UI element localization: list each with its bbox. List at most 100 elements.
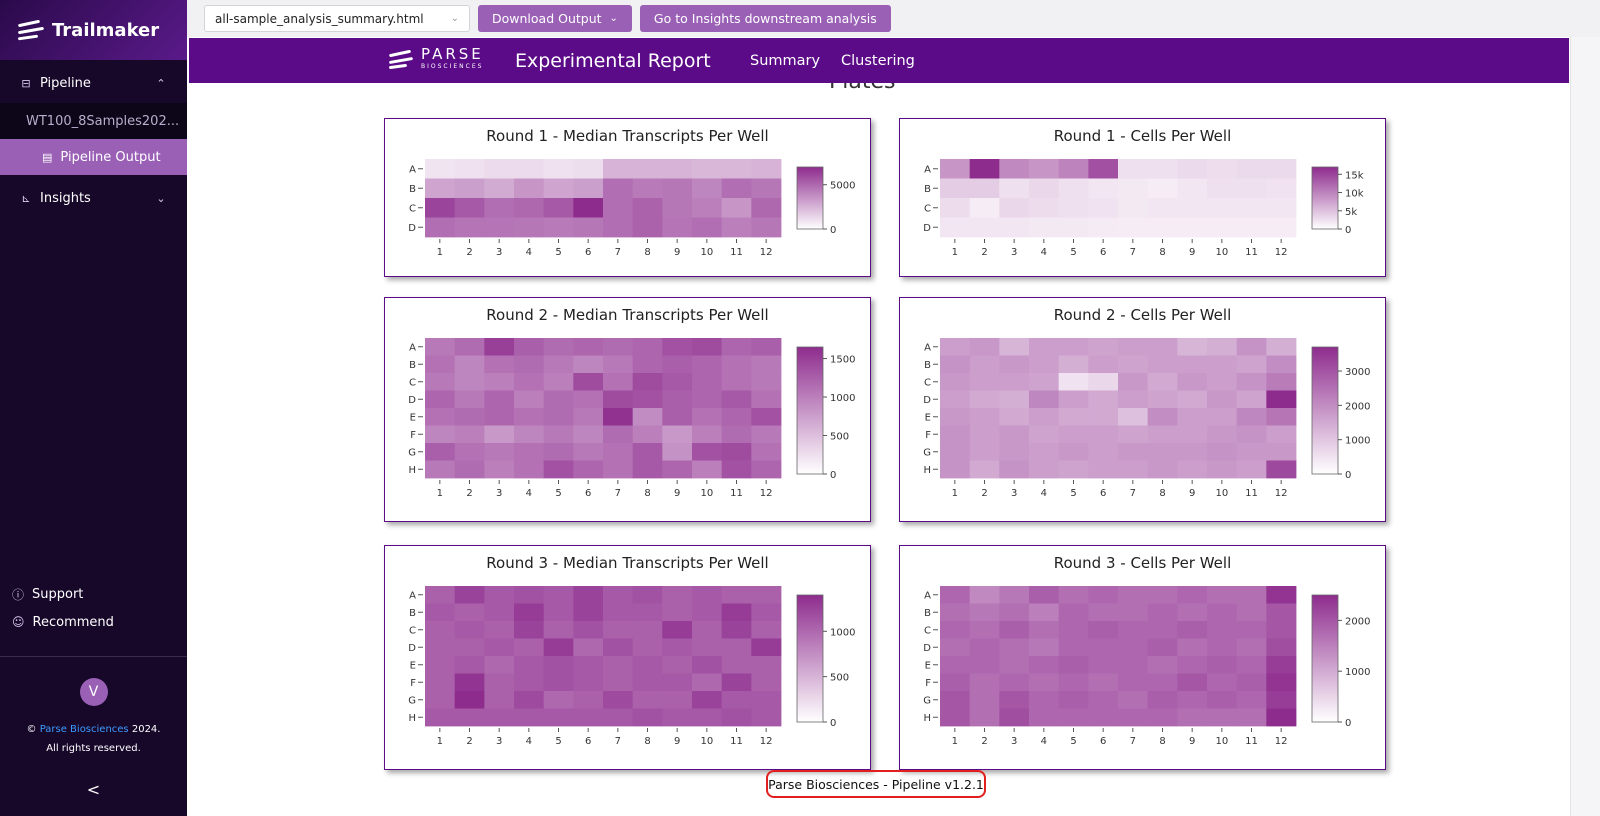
row-label: D bbox=[408, 643, 416, 654]
avatar[interactable]: V bbox=[79, 678, 108, 706]
col-label: 7 bbox=[1130, 488, 1136, 499]
heatmap-cell bbox=[514, 443, 545, 461]
nav-clustering[interactable]: Clustering bbox=[841, 53, 915, 69]
scrollbar[interactable] bbox=[1570, 37, 1600, 816]
heatmap-cell bbox=[573, 656, 604, 674]
col-label: 3 bbox=[496, 247, 502, 258]
heatmap-cell bbox=[632, 159, 663, 179]
heatmap-cell bbox=[692, 408, 723, 426]
heatmap-cell bbox=[999, 198, 1030, 218]
parse-biosciences-link[interactable]: Parse Biosciences bbox=[39, 724, 129, 735]
heatmap-cell bbox=[632, 621, 663, 639]
row-label: H bbox=[923, 713, 931, 724]
heatmap-cell bbox=[692, 621, 723, 639]
colorbar-label: 0 bbox=[1345, 718, 1351, 729]
heatmap-cell bbox=[1266, 586, 1297, 604]
col-label: 4 bbox=[1041, 488, 1047, 499]
col-label: 1 bbox=[437, 736, 443, 747]
heatmap-cell bbox=[1207, 159, 1238, 179]
col-label: 10 bbox=[1215, 247, 1228, 258]
heatmap-cell bbox=[1147, 691, 1178, 709]
heatmap-cell bbox=[1236, 443, 1267, 461]
heatmap-cell bbox=[999, 178, 1030, 199]
col-label: 5 bbox=[555, 488, 561, 499]
heatmap-cell bbox=[425, 178, 456, 199]
heatmap-cell bbox=[721, 621, 752, 639]
heatmap-cell bbox=[454, 691, 485, 709]
col-label: 6 bbox=[585, 488, 591, 499]
heatmap-cell bbox=[1266, 460, 1297, 479]
download-output-button[interactable]: Download Output ⌄ bbox=[478, 5, 632, 32]
nav-summary[interactable]: Summary bbox=[750, 53, 821, 69]
sidebar-item-run[interactable]: WT100_8Samples202... bbox=[0, 103, 187, 139]
heatmap-cell bbox=[454, 708, 485, 727]
heatmap-cell bbox=[425, 198, 456, 218]
heatmap-cell bbox=[484, 198, 515, 218]
heatmap-cell bbox=[484, 178, 515, 199]
heatmap-cell bbox=[1029, 355, 1060, 374]
heatmap-cell bbox=[940, 217, 971, 238]
heatmap-cell bbox=[1207, 408, 1238, 426]
heatmap-cell bbox=[543, 217, 574, 238]
heatmap-cell bbox=[632, 425, 663, 444]
col-label: 9 bbox=[674, 488, 680, 499]
heatmap-cell bbox=[603, 178, 634, 199]
heatmap-cell bbox=[425, 373, 456, 391]
col-label: 10 bbox=[700, 247, 713, 258]
col-label: 11 bbox=[1245, 736, 1258, 747]
heatmap-cell bbox=[1029, 691, 1060, 709]
sidebar-item-pipeline[interactable]: ⊟ Pipeline ⌃ bbox=[0, 63, 187, 103]
col-label: 3 bbox=[496, 736, 502, 747]
col-label: 10 bbox=[1215, 488, 1228, 499]
heatmap-cell bbox=[1236, 621, 1267, 639]
heatmap-cell bbox=[999, 673, 1030, 692]
go-to-insights-button[interactable]: Go to Insights downstream analysis bbox=[639, 5, 891, 32]
col-label: 12 bbox=[760, 247, 773, 258]
col-label: 1 bbox=[952, 736, 958, 747]
heatmap-cell bbox=[1029, 217, 1060, 238]
colorbar-label: 0 bbox=[830, 470, 836, 481]
recommend-link[interactable]: ☺ Recommend bbox=[0, 608, 187, 636]
heatmap-cell bbox=[543, 708, 574, 727]
heatmap-cell bbox=[514, 355, 545, 374]
heatmap-cell bbox=[692, 338, 723, 356]
heatmap-cell bbox=[543, 390, 574, 409]
col-label: 4 bbox=[1041, 247, 1047, 258]
heatmap-cell bbox=[692, 373, 723, 391]
heatmap-cell bbox=[425, 425, 456, 444]
row-label: H bbox=[408, 465, 416, 476]
heatmap-cell bbox=[969, 217, 1000, 238]
support-link[interactable]: ⓘ Support bbox=[0, 580, 187, 608]
col-label: 9 bbox=[1189, 488, 1195, 499]
heatmap-cell bbox=[1236, 691, 1267, 709]
col-label: 6 bbox=[585, 736, 591, 747]
heatmap-cell bbox=[721, 198, 752, 218]
heatmap-cell bbox=[1088, 586, 1119, 604]
heatmap-cell bbox=[1058, 586, 1089, 604]
sidebar-item-pipeline-output[interactable]: ▤ Pipeline Output bbox=[0, 139, 187, 175]
col-label: 2 bbox=[981, 247, 987, 258]
col-label: 2 bbox=[466, 488, 472, 499]
parse-logo-icon bbox=[388, 49, 414, 69]
heatmap-cell bbox=[1266, 355, 1297, 374]
heatmap-cell bbox=[1058, 673, 1089, 692]
chevron-down-icon: ⌄ bbox=[609, 13, 618, 24]
heatmap-cell bbox=[1236, 178, 1267, 199]
sidebar-item-insights[interactable]: ⊾ Insights ⌄ bbox=[0, 178, 187, 218]
row-label: B bbox=[409, 360, 416, 371]
heatmap-cell bbox=[573, 159, 604, 179]
collapse-sidebar-button[interactable]: < bbox=[86, 780, 101, 799]
app-logo[interactable]: Trailmaker bbox=[0, 0, 187, 60]
heatmap-cell bbox=[1147, 355, 1178, 374]
heatmap-cell bbox=[1207, 198, 1238, 218]
col-label: 1 bbox=[437, 488, 443, 499]
row-label: C bbox=[409, 377, 416, 388]
heatmap-cell bbox=[940, 708, 971, 727]
colorbar-label: 0 bbox=[1345, 470, 1351, 481]
row-label: A bbox=[409, 342, 416, 353]
heatmap-cell bbox=[1058, 425, 1089, 444]
heatmap-cell bbox=[454, 603, 485, 622]
heatmap-cell bbox=[1088, 178, 1119, 199]
output-file-select[interactable]: all-sample_analysis_summary.html ⌄ bbox=[204, 5, 470, 32]
